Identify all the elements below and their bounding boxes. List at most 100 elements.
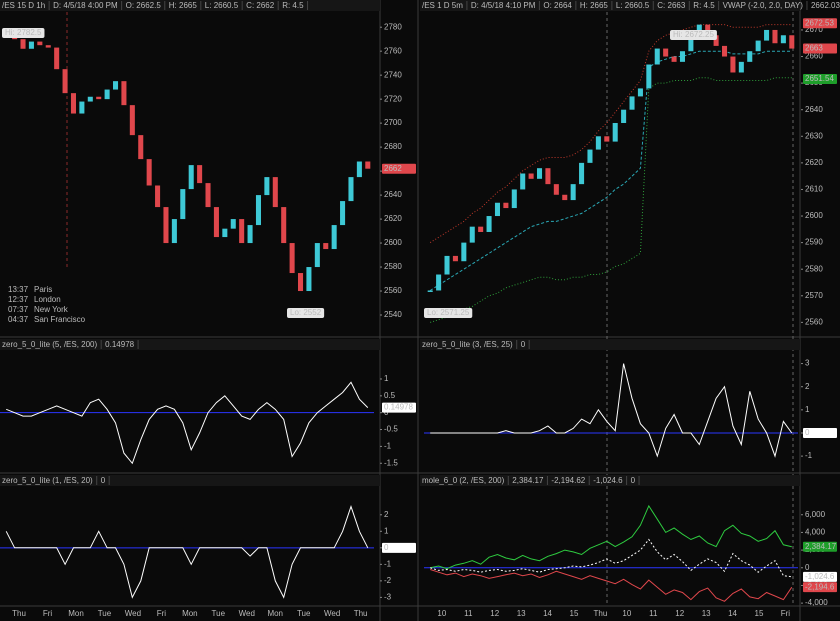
candle [755,40,761,52]
candle [54,47,60,70]
x-axis-label: 12 [675,609,684,618]
candle [79,101,85,114]
candle [155,185,161,208]
candle [520,173,526,190]
x-axis-label: 14 [543,609,552,618]
header-text: D: 4/5/18 4:10 PM [471,1,536,10]
clock-time: 04:37 [8,315,29,324]
candle [163,207,169,244]
candle [671,56,677,62]
header-text: 2,384.17 [512,476,544,485]
y-tick-label: 1 [805,405,810,414]
clock-time: 12:37 [8,295,29,304]
y-tick-label: 2 [384,510,389,519]
y-tick-label: 2780 [384,22,402,31]
candle [87,96,93,102]
clock-city: New York [34,305,69,314]
candle [528,173,534,179]
x-axis-label: Tue [98,609,112,618]
candle [570,184,576,201]
header-text: D: 4/5/18 4:00 PM [53,1,118,10]
value-badge-text: -2,194.6 [805,582,835,591]
vwap-band [429,24,792,244]
candle [298,273,304,292]
value-badge [803,582,837,593]
extreme-label: Hi: 2782.5 [5,28,42,37]
candle [621,109,627,123]
clock-city: Paris [34,285,52,294]
y-tick-label: 6,000 [805,510,826,519]
x-axis-label: 10 [622,609,631,618]
y-tick-label: 2760 [384,46,402,55]
x-axis-label: Wed [125,609,141,618]
y-tick-label: 2560 [805,317,823,326]
y-tick-label: 2 [805,382,810,391]
extreme-label: Lo: 2571.25 [427,308,470,317]
x-axis-label: 10 [437,609,446,618]
y-tick-label: -2 [384,576,392,585]
value-badge-text: 2,384.17 [805,542,837,551]
header-text: R: 4.5 [693,1,715,10]
header-text: 0 [101,476,106,485]
y-tick-label: 2600 [805,211,823,220]
header-text: 0 [521,340,526,349]
candle [70,93,76,114]
header-bar [420,475,800,486]
extreme-label-box [2,28,45,38]
candle [255,195,261,226]
x-axis-label: Mon [68,609,84,618]
candle [188,165,194,190]
candle [469,226,475,243]
candle [37,41,43,46]
x-axis-label: 15 [570,609,579,618]
candle [129,105,135,136]
y-tick-label: 2600 [384,238,402,247]
candle [579,162,585,185]
y-tick-label: 0 [805,563,810,572]
value-badge-text: 0 [384,543,389,552]
x-axis-label: Thu [354,609,368,618]
value-badge [803,43,837,54]
header-text: C: 2662 [246,1,275,10]
extreme-label-box [670,30,717,40]
y-tick-label: -3 [384,593,392,602]
header-text: R: 4.5 [282,1,304,10]
candle [230,219,236,229]
value-badge-text: 2651.54 [805,74,834,83]
x-axis-label: Mon [182,609,198,618]
candle [96,96,102,100]
candle [511,189,517,209]
header-bar [420,339,800,350]
y-tick-label: -1 [384,442,392,451]
x-axis-label: Tue [212,609,226,618]
candle [780,35,786,44]
header-bar [0,0,380,11]
header-text: L: 2660.5 [205,1,239,10]
value-badge-text: 2672.53 [805,18,834,27]
header-text: O: 2664 [543,1,572,10]
candle [444,255,450,275]
header-text: zero_5_0_lite (1, /ES, 20) [2,476,93,485]
header-bar [0,339,380,350]
x-axis-label: Fri [157,609,167,618]
candle [730,56,736,73]
y-tick-label: 2720 [384,94,402,103]
y-tick-label: 2630 [805,131,823,140]
candle [197,165,203,184]
header-text: -2,194.62 [551,476,585,485]
candle [537,168,543,179]
value-badge [382,542,416,553]
x-axis-label: Tue [297,609,311,618]
y-tick-label: 2660 [805,52,823,61]
y-tick-label: 3 [805,359,810,368]
candle [436,274,442,291]
value-badge [803,18,837,29]
x-axis-label: Wed [239,609,255,618]
y-tick-label: 0.5 [384,391,396,400]
header-text: zero_5_0_lite (5, /ES, 200) [2,340,98,349]
clock-city: San Francisco [34,315,86,324]
candle [222,228,228,238]
header-text: VWAP (-2.0, 2.0, DAY) [723,1,804,10]
candle [595,136,601,150]
